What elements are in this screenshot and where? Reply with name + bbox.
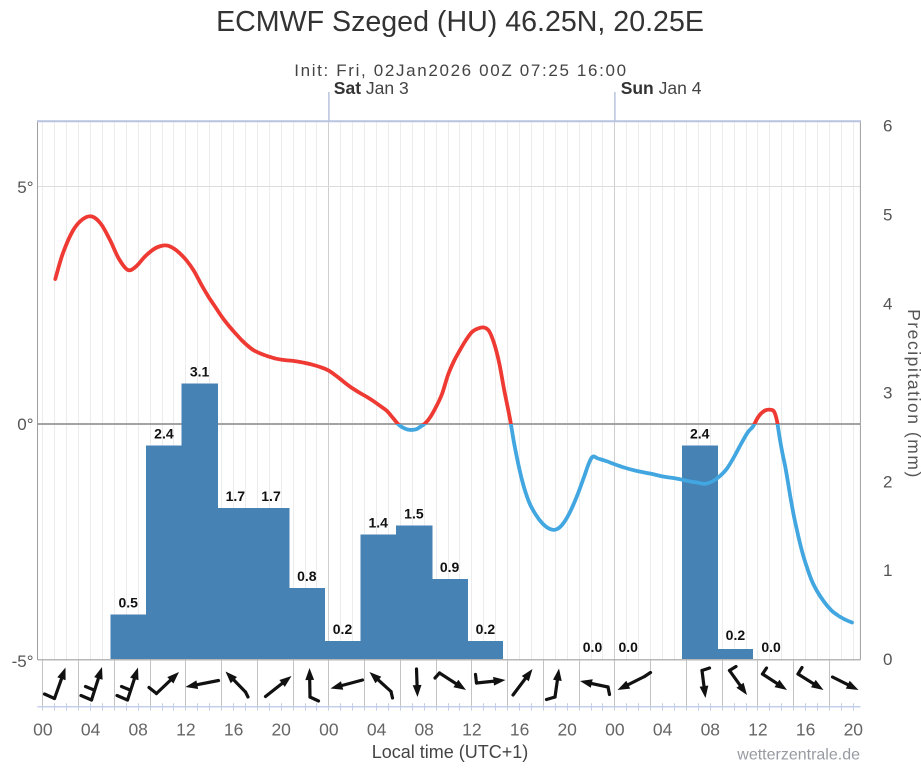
svg-text:1.4: 1.4: [368, 515, 388, 531]
svg-text:1.7: 1.7: [261, 488, 281, 504]
svg-text:-5°: -5°: [12, 652, 34, 671]
svg-text:Precipitation (mm): Precipitation (mm): [904, 309, 921, 479]
svg-text:04: 04: [653, 720, 673, 740]
svg-text:1.7: 1.7: [226, 488, 246, 504]
svg-text:12: 12: [462, 720, 481, 740]
svg-text:2.4: 2.4: [154, 426, 174, 442]
svg-text:0.8: 0.8: [297, 568, 317, 584]
svg-text:0°: 0°: [17, 415, 33, 434]
svg-text:ECMWF Szeged (HU) 46.25N, 20.2: ECMWF Szeged (HU) 46.25N, 20.25E: [216, 6, 704, 38]
svg-text:08: 08: [414, 720, 433, 740]
svg-text:0.2: 0.2: [333, 621, 353, 637]
svg-text:08: 08: [128, 720, 147, 740]
svg-text:Sat Jan 3: Sat Jan 3: [334, 78, 409, 98]
svg-text:0.9: 0.9: [440, 559, 460, 575]
svg-text:3.1: 3.1: [190, 363, 210, 379]
svg-text:6: 6: [883, 117, 892, 136]
svg-text:04: 04: [367, 720, 387, 740]
svg-text:0.2: 0.2: [476, 621, 496, 637]
svg-text:16: 16: [224, 720, 243, 740]
svg-text:0.0: 0.0: [761, 639, 781, 655]
svg-text:2: 2: [883, 472, 892, 491]
svg-text:1: 1: [883, 561, 892, 580]
svg-text:16: 16: [510, 720, 529, 740]
svg-text:0: 0: [883, 650, 892, 669]
svg-text:4: 4: [883, 295, 892, 314]
svg-text:1.5: 1.5: [404, 506, 424, 522]
svg-text:0.0: 0.0: [618, 639, 638, 655]
svg-text:12: 12: [176, 720, 195, 740]
svg-text:0.5: 0.5: [118, 595, 138, 611]
svg-text:12: 12: [748, 720, 767, 740]
svg-text:00: 00: [33, 720, 53, 740]
svg-text:20: 20: [557, 720, 577, 740]
svg-text:00: 00: [605, 720, 625, 740]
svg-text:wetterzentrale.de: wetterzentrale.de: [736, 747, 860, 764]
svg-text:Sun Jan 4: Sun Jan 4: [621, 78, 702, 98]
svg-text:0.2: 0.2: [726, 627, 746, 643]
svg-text:3: 3: [883, 383, 892, 402]
svg-text:20: 20: [271, 720, 291, 740]
svg-text:20: 20: [844, 720, 864, 740]
svg-text:16: 16: [796, 720, 815, 740]
svg-text:00: 00: [319, 720, 339, 740]
svg-text:5°: 5°: [17, 178, 33, 197]
svg-text:Local time (UTC+1): Local time (UTC+1): [372, 742, 529, 762]
svg-text:04: 04: [81, 720, 101, 740]
svg-text:0.0: 0.0: [583, 639, 603, 655]
svg-text:08: 08: [701, 720, 720, 740]
svg-text:2.4: 2.4: [690, 426, 710, 442]
svg-text:Init: Fri, 02Jan2026 00Z 07:25: Init: Fri, 02Jan2026 00Z 07:25 16:00: [294, 61, 627, 80]
svg-text:5: 5: [883, 206, 892, 225]
